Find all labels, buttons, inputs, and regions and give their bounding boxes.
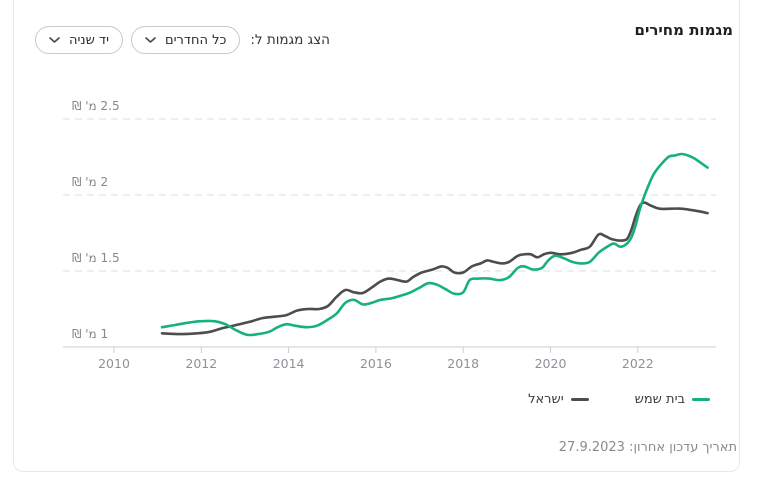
series-line-israel [160, 201, 709, 336]
last-update-text: תאריך עדכון אחרון: 27.9.2023 [558, 440, 737, 455]
legend-item-israel: ישראל [528, 392, 589, 407]
price-trends-card [13, 0, 740, 472]
trend-filters: הצג מגמות ל: כל החדרים יד שניה [35, 26, 330, 54]
y-axis-label: 2.5 מ' ₪ [72, 99, 120, 113]
legend-label: ישראל [528, 392, 564, 407]
beit-shemesh-line-marker [692, 398, 710, 401]
chevron-down-icon [49, 36, 60, 44]
y-axis-label: 1 מ' ₪ [72, 327, 109, 341]
rooms-filter-dropdown[interactable]: כל החדרים [130, 26, 241, 54]
x-axis-label: 2020 [535, 356, 567, 371]
x-axis-label: 2022 [622, 356, 654, 371]
rooms-filter-value: כל החדרים [164, 32, 227, 48]
x-axis-label: 2012 [185, 356, 217, 371]
y-axis-label: 2 מ' ₪ [72, 175, 109, 189]
x-axis-label: 2014 [273, 356, 305, 371]
x-axis-label: 2018 [447, 356, 479, 371]
chevron-down-icon [145, 36, 156, 44]
legend-item-beit-shemesh: בית שמש [635, 392, 710, 407]
x-axis-label: 2010 [98, 356, 130, 371]
listing-type-dropdown[interactable]: יד שניה [35, 26, 123, 54]
page-title: מגמות מחירים [634, 21, 734, 39]
x-axis-label: 2016 [360, 356, 392, 371]
chart-legend: בית שמש ישראל [528, 392, 710, 407]
series-line-beit-shemesh [160, 152, 709, 337]
legend-label: בית שמש [634, 392, 685, 407]
y-axis-label: 1.5 מ' ₪ [72, 251, 120, 265]
trends-filter-label: הצג מגמות ל: [250, 32, 330, 48]
israel-line-marker [570, 398, 589, 401]
listing-type-value: יד שניה [69, 32, 109, 48]
